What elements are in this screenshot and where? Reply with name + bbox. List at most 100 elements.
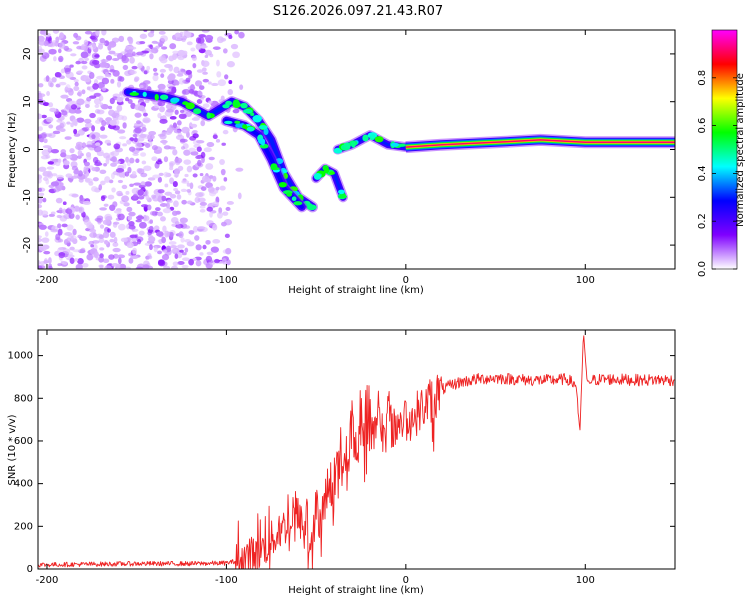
noise-speckle (69, 148, 75, 154)
noise-speckle (54, 71, 61, 78)
snr-xtick-label: 0 (403, 575, 409, 586)
noise-speckle (222, 48, 228, 54)
noise-speckle (62, 201, 67, 206)
noise-speckle (86, 86, 91, 91)
noise-speckle (117, 213, 125, 221)
spectrogram-xtick-label: 0 (403, 275, 409, 286)
noise-speckle (180, 68, 184, 72)
noise-speckle (78, 206, 85, 214)
noise-speckle (52, 130, 61, 135)
noise-speckle (60, 68, 66, 74)
noise-speckle (174, 157, 183, 164)
noise-speckle (170, 248, 178, 253)
noise-speckle (186, 41, 193, 46)
noise-speckle (194, 80, 203, 87)
noise-speckle (141, 126, 147, 133)
noise-speckle (195, 244, 202, 251)
noise-speckle (38, 93, 46, 98)
noise-speckle (157, 176, 162, 183)
noise-speckle (99, 224, 105, 229)
noise-speckle (59, 32, 64, 39)
noise-speckle (143, 112, 148, 117)
noise-speckle (38, 237, 43, 243)
noise-speckle (174, 221, 180, 225)
noise-speckle (160, 139, 168, 144)
noise-speckle (109, 231, 116, 238)
noise-speckle (47, 161, 54, 165)
noise-speckle (192, 129, 198, 134)
noise-speckle (57, 263, 62, 267)
ridge-secondary-descent-blob (313, 172, 322, 180)
noise-speckle (139, 33, 148, 39)
noise-speckle (226, 61, 235, 68)
ridge-lower-blob (293, 201, 303, 206)
noise-speckle (113, 253, 119, 259)
noise-speckle (202, 244, 207, 250)
noise-speckle (196, 140, 205, 144)
noise-speckle (138, 195, 145, 200)
noise-speckle (38, 204, 43, 209)
snr-x-label: Height of straight line (km) (288, 585, 424, 596)
noise-speckle (230, 43, 239, 50)
noise-speckle (75, 263, 83, 269)
noise-speckle (217, 79, 227, 87)
noise-speckle (141, 160, 147, 165)
noise-speckle (165, 103, 173, 110)
noise-speckle (239, 84, 244, 90)
noise-speckle (212, 175, 217, 182)
noise-speckle (178, 231, 184, 239)
noise-speckle (81, 142, 87, 149)
noise-speckle (192, 133, 199, 139)
noise-speckle (222, 129, 229, 135)
noise-speckle (178, 77, 185, 85)
ridge-lower-blob (224, 120, 233, 125)
noise-speckle (216, 36, 224, 44)
noise-speckle (224, 74, 229, 80)
spectrogram-y-ticks: -20 -10 0 10 20 (22, 48, 675, 253)
noise-speckle (52, 30, 60, 34)
noise-speckle (133, 182, 142, 186)
noise-speckle (138, 230, 145, 236)
noise-speckle (181, 178, 187, 183)
noise-speckle (136, 238, 142, 245)
noise-speckle (156, 41, 165, 45)
noise-speckle (175, 210, 181, 215)
noise-speckle (138, 184, 146, 189)
noise-speckle (208, 175, 214, 179)
noise-speckle (72, 41, 80, 45)
noise-speckle (206, 142, 215, 148)
spectrogram-ytick-label: -10 (22, 189, 33, 205)
noise-speckle (143, 80, 151, 84)
noise-speckle (41, 149, 50, 156)
noise-speckle (43, 138, 48, 144)
noise-speckle (177, 261, 185, 265)
noise-speckle (113, 236, 118, 244)
noise-speckle (169, 244, 178, 249)
noise-speckle (135, 266, 144, 269)
noise-speckle (126, 52, 134, 58)
noise-speckle (38, 265, 43, 269)
noise-speckle (48, 124, 54, 129)
noise-speckle (173, 168, 180, 176)
noise-speckle (128, 36, 134, 44)
noise-speckle (48, 37, 52, 44)
noise-speckle (224, 233, 230, 239)
noise-speckle (228, 35, 233, 40)
snr-xtick-label: -200 (36, 575, 59, 586)
noise-speckle (151, 156, 158, 162)
noise-speckle (39, 133, 47, 139)
noise-speckle (159, 133, 167, 140)
noise-speckle (163, 156, 169, 163)
colorbar-ticks: 0.0 0.2 0.4 0.6 0.8 (697, 70, 737, 277)
noise-speckle (83, 165, 89, 172)
noise-speckle (124, 171, 130, 177)
noise-speckle (140, 172, 148, 178)
noise-speckle (83, 75, 92, 83)
noise-speckle (180, 35, 188, 41)
noise-speckle (121, 56, 130, 64)
noise-speckle (76, 70, 84, 74)
noise-speckle (60, 260, 65, 265)
noise-speckle (73, 79, 79, 83)
noise-speckle (169, 43, 177, 50)
noise-speckle (42, 145, 52, 149)
